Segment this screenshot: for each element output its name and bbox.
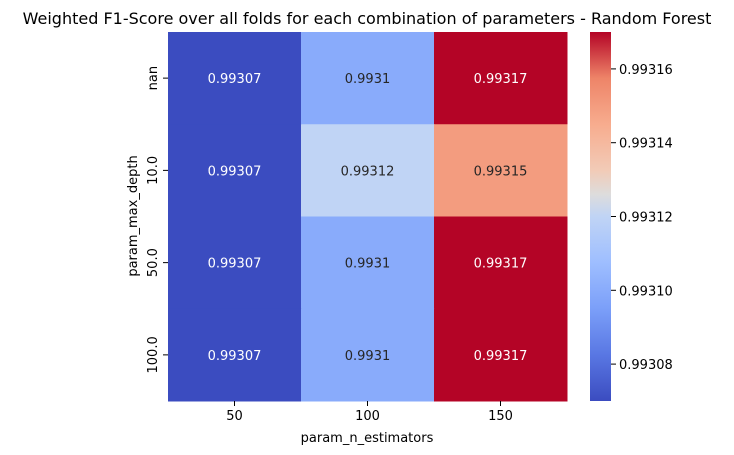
colorbar-ticks: 0.99308 0.99310 0.99312 0.99314 0.99316 (611, 63, 673, 373)
cell-value-label: 0.9931 (345, 72, 391, 87)
colorbar-tick-label: 0.99310 (619, 284, 673, 299)
heatmap-cells (168, 32, 568, 402)
heatmap-cell (434, 308, 568, 402)
heatmap-cell (301, 308, 435, 402)
y-tick-label: 100.0 (146, 336, 161, 373)
x-tick-label: 100 (355, 409, 380, 424)
heatmap-cell (168, 216, 302, 310)
y-tick-label: 50.0 (146, 248, 161, 277)
colorbar (590, 32, 611, 401)
y-axis-label: param_max_depth (126, 155, 141, 276)
heatmap-cell (434, 32, 568, 125)
colorbar-tick-label: 0.99308 (619, 358, 673, 373)
cell-value-label: 0.99307 (208, 257, 262, 272)
heatmap-cell-labels: 0.99307 0.9931 0.99317 0.99307 0.99312 0.9931… (208, 72, 528, 364)
cell-value-label: 0.99317 (474, 257, 528, 272)
heatmap-cell (434, 124, 568, 217)
heatmap-cell (434, 216, 568, 310)
colorbar-tick-label: 0.99314 (619, 137, 673, 152)
cell-value-label: 0.99317 (474, 72, 528, 87)
x-tick-label: 50 (226, 409, 243, 424)
heatmap-cell (301, 32, 435, 125)
heatmap-cell (168, 32, 302, 125)
cell-value-label: 0.99307 (208, 164, 262, 179)
x-tick-label: 150 (488, 409, 513, 424)
heatmap-cell (168, 308, 302, 402)
heatmap-cell (168, 124, 302, 217)
cell-value-label: 0.99317 (474, 349, 528, 364)
colorbar-tick-label: 0.99312 (619, 211, 673, 226)
heatmap-cell (301, 124, 435, 217)
x-axis-label: param_n_estimators (301, 431, 434, 446)
heatmap-cell (301, 216, 435, 310)
cell-value-label: 0.9931 (345, 349, 391, 364)
colorbar-tick-label: 0.99316 (619, 63, 673, 78)
x-axis-ticks: 50 100 150 (226, 401, 513, 424)
cell-value-label: 0.99315 (474, 164, 528, 179)
y-tick-label: 10.0 (146, 156, 161, 185)
chart-title: Weighted F1-Score over all folds for eac… (23, 9, 712, 28)
cell-value-label: 0.99312 (341, 164, 395, 179)
cell-value-label: 0.99307 (208, 349, 262, 364)
cell-value-label: 0.9931 (345, 257, 391, 272)
cell-value-label: 0.99307 (208, 72, 262, 87)
y-axis-ticks: nan 10.0 50.0 100.0 (146, 66, 168, 373)
y-tick-label: nan (146, 66, 161, 90)
